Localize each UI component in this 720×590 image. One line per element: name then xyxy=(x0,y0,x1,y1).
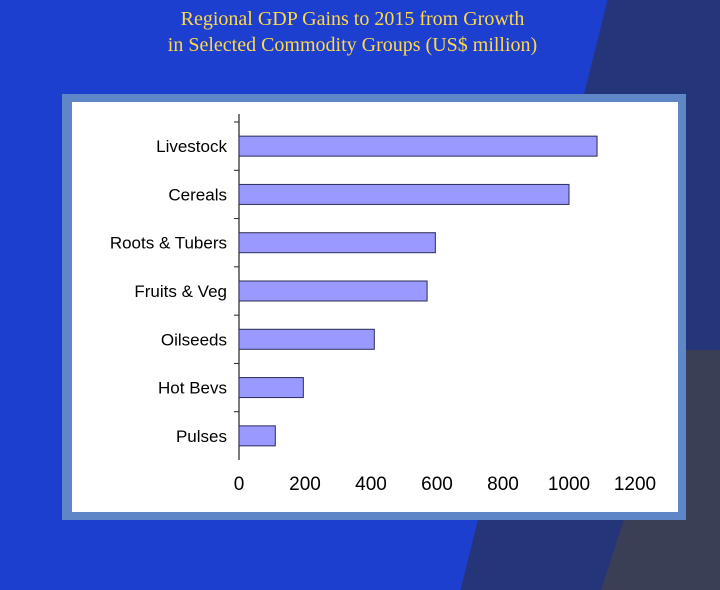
x-tick-label: 800 xyxy=(487,474,519,495)
bar-fruits-veg xyxy=(238,280,428,302)
bar-cereals xyxy=(238,183,570,205)
chart-frame: 0 200 400 600 800 1000 1200 Livestock Cereals Roo… xyxy=(62,94,686,520)
title-line-1: Regional GDP Gains to 2015 from Growth xyxy=(180,8,525,30)
category-label: Hot Bevs xyxy=(158,379,227,398)
slide-title: Regional GDP Gains to 2015 from Growth i… xyxy=(0,6,705,58)
category-label: Cereals xyxy=(168,185,227,204)
x-tick-label: 1000 xyxy=(548,474,590,495)
category-label: Pulses xyxy=(176,427,227,446)
x-tick-label: 600 xyxy=(421,474,453,495)
x-tick-label: 200 xyxy=(289,474,321,495)
bar-roots-tubers xyxy=(238,232,436,254)
bar-livestock xyxy=(238,135,598,157)
category-label: Oilseeds xyxy=(161,330,227,349)
category-label: Fruits & Veg xyxy=(134,282,227,301)
bar-pulses xyxy=(238,425,276,447)
bar-chart: 0 200 400 600 800 1000 1200 Livestock Cereals Roo… xyxy=(110,114,656,495)
category-label: Livestock xyxy=(156,137,227,156)
x-tick-label: 0 xyxy=(234,474,245,495)
chart-panel: 0 200 400 600 800 1000 1200 Livestock Cereals Roo… xyxy=(72,102,678,512)
bar-oilseeds xyxy=(238,328,375,350)
title-line-2: in Selected Commodity Groups (US$ millio… xyxy=(167,34,538,56)
category-label: Roots & Tubers xyxy=(110,234,227,253)
x-tick-label: 1200 xyxy=(614,474,656,495)
x-tick-label: 400 xyxy=(355,474,387,495)
bar-hot-bevs xyxy=(238,377,304,399)
